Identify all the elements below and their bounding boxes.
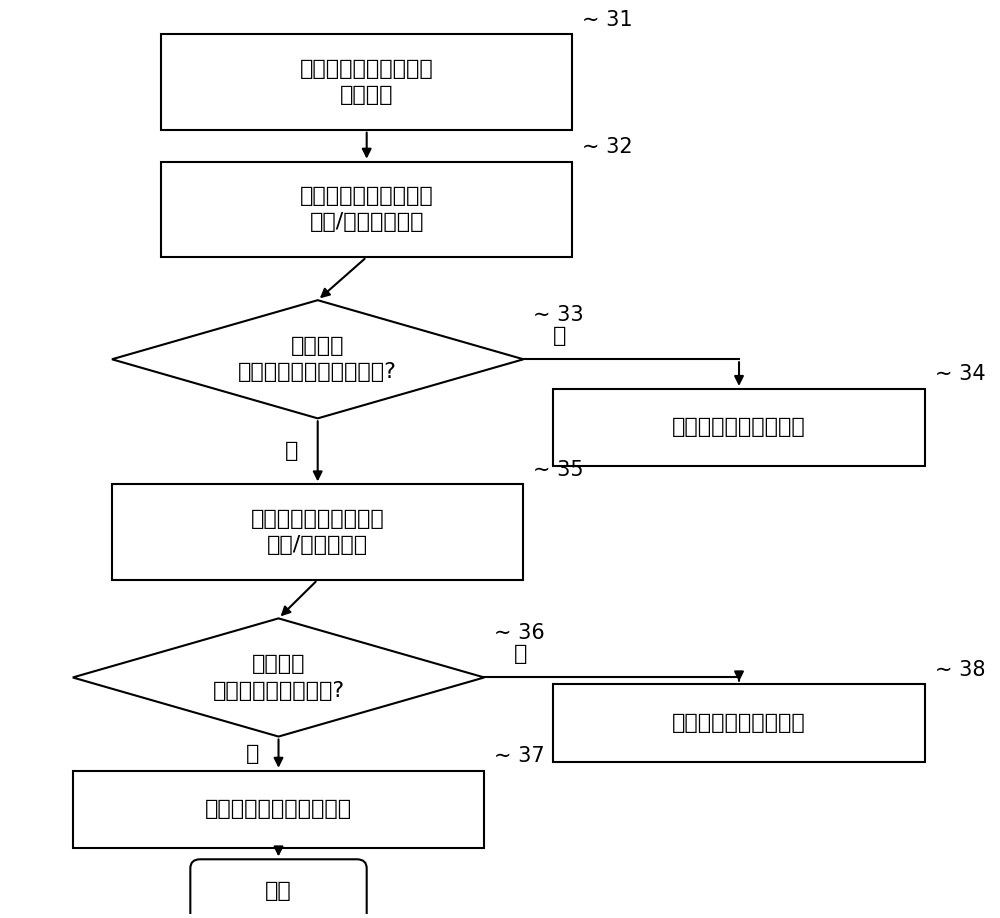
Bar	[161, 162, 572, 257]
Text: ∼ 32: ∼ 32	[582, 137, 633, 157]
Text: ∼ 35: ∼ 35	[533, 460, 584, 480]
Text: 是: 是	[553, 326, 566, 346]
Text: 第二主板
是否读取到关机状态信号?: 第二主板 是否读取到关机状态信号?	[238, 336, 397, 383]
Text: 第二主板读取第二针脚
的高/低电平信号: 第二主板读取第二针脚 的高/低电平信号	[251, 509, 385, 555]
Polygon shape	[73, 619, 484, 736]
Text: 是: 是	[246, 744, 259, 764]
Text: ∼ 31: ∼ 31	[582, 10, 633, 29]
Text: ∼ 38: ∼ 38	[935, 660, 985, 679]
Text: 否: 否	[514, 644, 527, 664]
FancyBboxPatch shape	[190, 859, 367, 918]
Polygon shape	[112, 300, 523, 419]
Text: ∼ 37: ∼ 37	[494, 746, 545, 767]
Text: 否: 否	[285, 442, 298, 462]
Text: ∼ 34: ∼ 34	[935, 364, 986, 385]
Bar	[112, 485, 523, 580]
Bar	[553, 389, 925, 466]
Bar	[73, 770, 484, 848]
Text: 控制按钮被按下，发出
上电信号: 控制按钮被按下，发出 上电信号	[300, 59, 434, 106]
Text: ∼ 33: ∼ 33	[533, 305, 584, 325]
Bar	[553, 684, 925, 762]
Text: 第二主板不执行关机动作: 第二主板不执行关机动作	[205, 800, 352, 819]
Bar	[161, 34, 572, 129]
Text: 第二主板执行关机动作: 第二主板执行关机动作	[672, 713, 806, 733]
Text: 第二针脚
是否输出低电平信号?: 第二针脚 是否输出低电平信号?	[212, 655, 345, 700]
Text: 结束: 结束	[265, 881, 292, 901]
Text: ∼ 36: ∼ 36	[494, 623, 545, 643]
Text: 第二主板执行开机动作: 第二主板执行开机动作	[672, 418, 806, 438]
Text: 第二主板读取自身系统
的开/关机状态信号: 第二主板读取自身系统 的开/关机状态信号	[300, 186, 434, 232]
